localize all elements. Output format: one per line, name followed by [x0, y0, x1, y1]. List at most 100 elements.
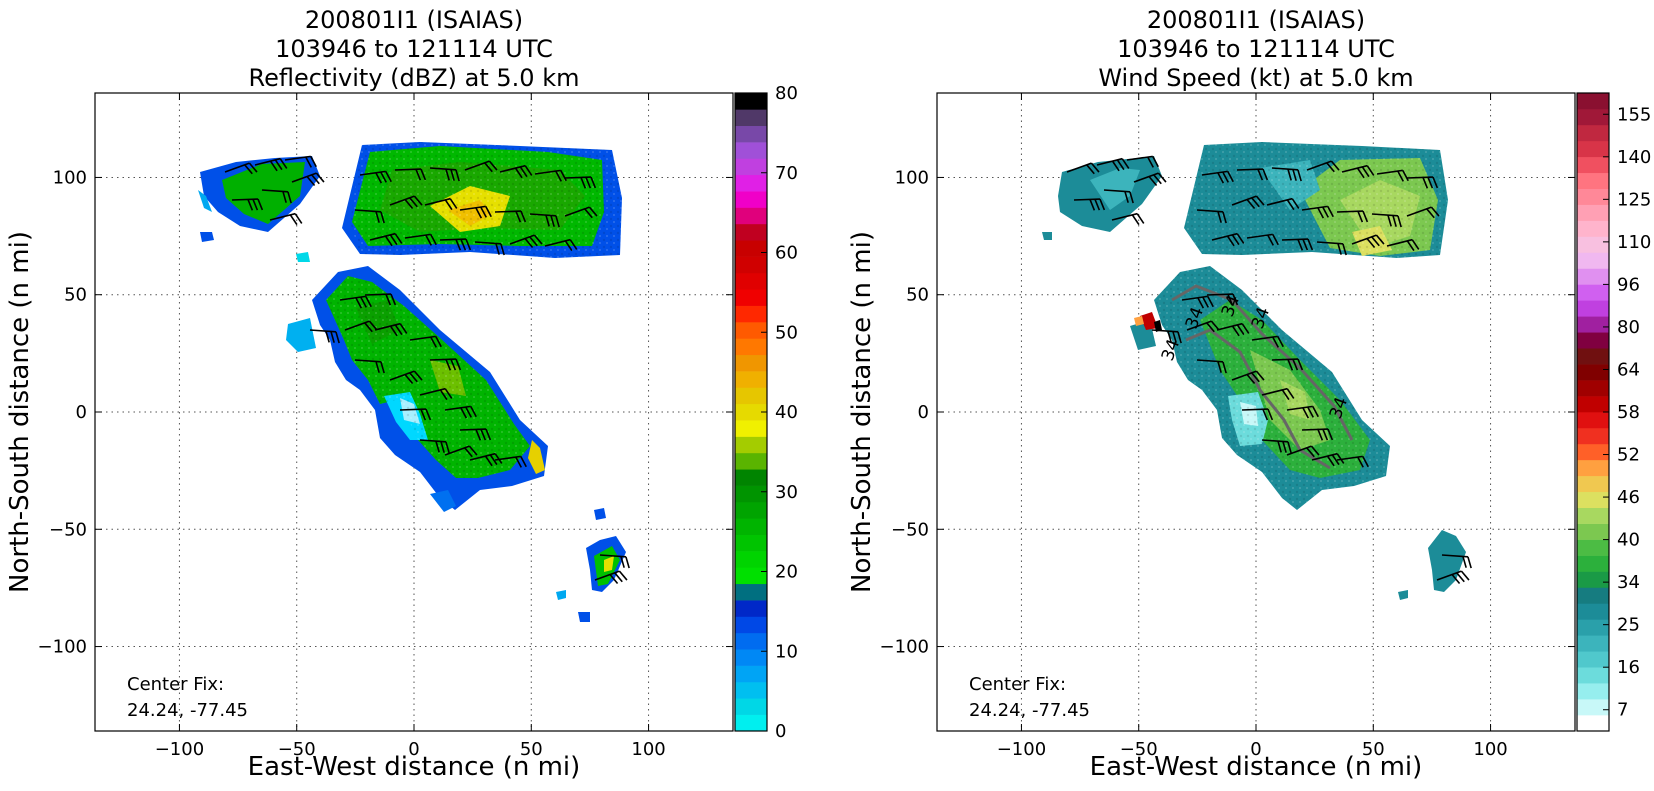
wind-colorbar-tick-14: 155	[1617, 104, 1651, 125]
reflectivity-field	[198, 142, 630, 622]
wind-barb-33	[1271, 358, 1304, 371]
wind-colorbar-segment-13	[1577, 507, 1609, 524]
wind-barb-25	[1351, 234, 1385, 249]
wind-colorbar-segment-9	[1577, 571, 1609, 588]
reflectivity-panel: 200801I1 (ISAIAS) 103946 to 121114 UTC R…	[5, 6, 798, 782]
reflectivity-barb-8	[394, 168, 427, 181]
wind-barb-1	[1096, 157, 1130, 172]
reflectivity-barb-19	[529, 213, 560, 228]
reflectivity-colorbar-tick-8: 80	[775, 83, 798, 104]
reflectivity-colorbar-segment-23	[735, 338, 767, 356]
reflectivity-colorbar-segment-4	[735, 649, 767, 666]
wind-colorbar-segment-23	[1577, 348, 1609, 365]
reflectivity-barb-27	[339, 295, 372, 309]
wind-barb-34	[1196, 359, 1227, 374]
reflectivity-echo-northwest-cell	[198, 156, 320, 262]
wind-colorbar-segment-25	[1577, 316, 1609, 333]
reflectivity-barb-11	[499, 164, 533, 179]
wind-barb-38	[1241, 408, 1274, 421]
reflectivity-barb-35	[389, 370, 423, 385]
reflectivity-colorbar-segment-13	[735, 501, 767, 519]
reflectivity-barb-12	[534, 169, 567, 182]
reflectivity-barb-41	[469, 452, 503, 467]
wind-barb-26	[1386, 238, 1420, 252]
wind-colorbar-segment-11	[1577, 539, 1609, 556]
reflectivity-colorbar-segment-38	[735, 93, 767, 110]
reflectivity-ylabel: North-South distance (n mi)	[5, 231, 35, 593]
wind-barb-23	[1281, 238, 1314, 251]
wind-colorbar-tick-5: 46	[1617, 487, 1640, 508]
wind-barb-10	[1306, 160, 1340, 173]
reflectivity-echo-central-band	[286, 266, 548, 512]
reflectivity-colorbar-segment-26	[735, 289, 767, 306]
wind-colorbar-segment-10	[1577, 555, 1609, 572]
reflectivity-colorbar-tick-3: 30	[775, 482, 798, 503]
wind-colorbar-segment-39	[1577, 93, 1609, 110]
reflectivity-colorbar-segment-28	[735, 256, 767, 274]
wind-colorbar-segment-12	[1577, 523, 1609, 540]
wind-barb-15	[1231, 195, 1265, 210]
wind-colorbar-segment-34	[1577, 172, 1609, 189]
wind-barb-11	[1341, 164, 1375, 179]
reflectivity-barb-1	[254, 157, 288, 172]
wind-barb-22	[1246, 233, 1279, 246]
reflectivity-barb-44	[599, 554, 630, 569]
reflectivity-wind-barbs	[224, 155, 630, 585]
reflectivity-colorbar-segment-25	[735, 305, 767, 323]
wind-barb-41	[1311, 452, 1345, 467]
reflectivity-title-line-1: 200801I1 (ISAIAS)	[305, 6, 523, 34]
wind-colorbar-segment-21	[1577, 380, 1609, 397]
wind-barb-42	[1336, 455, 1369, 468]
reflectivity-barb-31	[374, 322, 408, 337]
reflectivity-ytick-label-3: 50	[64, 285, 87, 306]
wind-barb-0	[1066, 162, 1100, 175]
wind-colorbar-segment-33	[1577, 188, 1609, 205]
wind-barb-19	[1371, 213, 1402, 228]
reflectivity-colorbar-segment-35	[735, 142, 767, 159]
reflectivity-barb-0	[224, 162, 258, 175]
reflectivity-colorbar-segment-31	[735, 207, 767, 225]
wind-barb-21	[1211, 232, 1245, 247]
reflectivity-ytick-label-4: 100	[53, 167, 87, 188]
wind-barb-28	[1206, 293, 1239, 306]
reflectivity-colorbar-segment-8	[735, 583, 767, 601]
wind-colorbar-segment-17	[1577, 443, 1609, 461]
wind-colorbar-tick-0: 7	[1617, 700, 1628, 721]
wind-colorbar-segment-29	[1577, 252, 1609, 269]
wind-colorbar-segment-5	[1577, 635, 1609, 652]
wind-barb-40	[1286, 445, 1320, 458]
wind-colorbar-segment-8	[1577, 587, 1609, 604]
reflectivity-barb-2	[284, 155, 317, 168]
wind-title-line-3: Wind Speed (kt) at 5.0 km	[1098, 64, 1413, 92]
reflectivity-title-line-2: 103946 to 121114 UTC	[275, 35, 553, 63]
reflectivity-tick-labels: −100 −50 0 50 100 −100 −50 0 50 100	[38, 93, 733, 760]
reflectivity-barb-14	[354, 209, 385, 224]
reflectivity-ytick-label-0: −100	[38, 637, 87, 658]
wind-xtick-label-0: −100	[997, 739, 1046, 760]
wind-ytick-label-4: 100	[895, 167, 929, 188]
wind-barb-39	[1261, 439, 1292, 454]
wind-barb-16	[1266, 197, 1300, 211]
reflectivity-colorbar-segment-9	[735, 567, 767, 585]
reflectivity-colorbar-segment-18	[735, 420, 767, 437]
wind-colorbar-segment-1	[1577, 699, 1609, 716]
reflectivity-colorbar-tick-6: 60	[775, 243, 798, 264]
wind-colorbar-tick-1: 16	[1617, 657, 1640, 678]
wind-region-southeast-cell	[1398, 530, 1466, 600]
wind-colorbar-segment-3	[1577, 667, 1609, 684]
wind-barb-44	[1441, 554, 1472, 569]
wind-colorbar-segment-4	[1577, 651, 1609, 668]
wind-barb-3	[1073, 198, 1106, 211]
wind-colorbar-segment-31	[1577, 220, 1609, 237]
wind-xlabel: East-West distance (n mi)	[1090, 752, 1423, 782]
reflectivity-colorbar-segment-7	[735, 600, 767, 617]
wind-xtick-label-2: 0	[1250, 739, 1261, 760]
wind-colorbar-segment-35	[1577, 156, 1609, 174]
wind-barb-14	[1196, 209, 1227, 224]
reflectivity-xtick-label-2: 0	[408, 739, 419, 760]
reflectivity-barb-42	[494, 455, 527, 468]
reflectivity-colorbar-segment-16	[735, 452, 767, 470]
wind-barb-7	[1201, 170, 1234, 184]
wind-colorbar-segment-15	[1577, 475, 1609, 493]
